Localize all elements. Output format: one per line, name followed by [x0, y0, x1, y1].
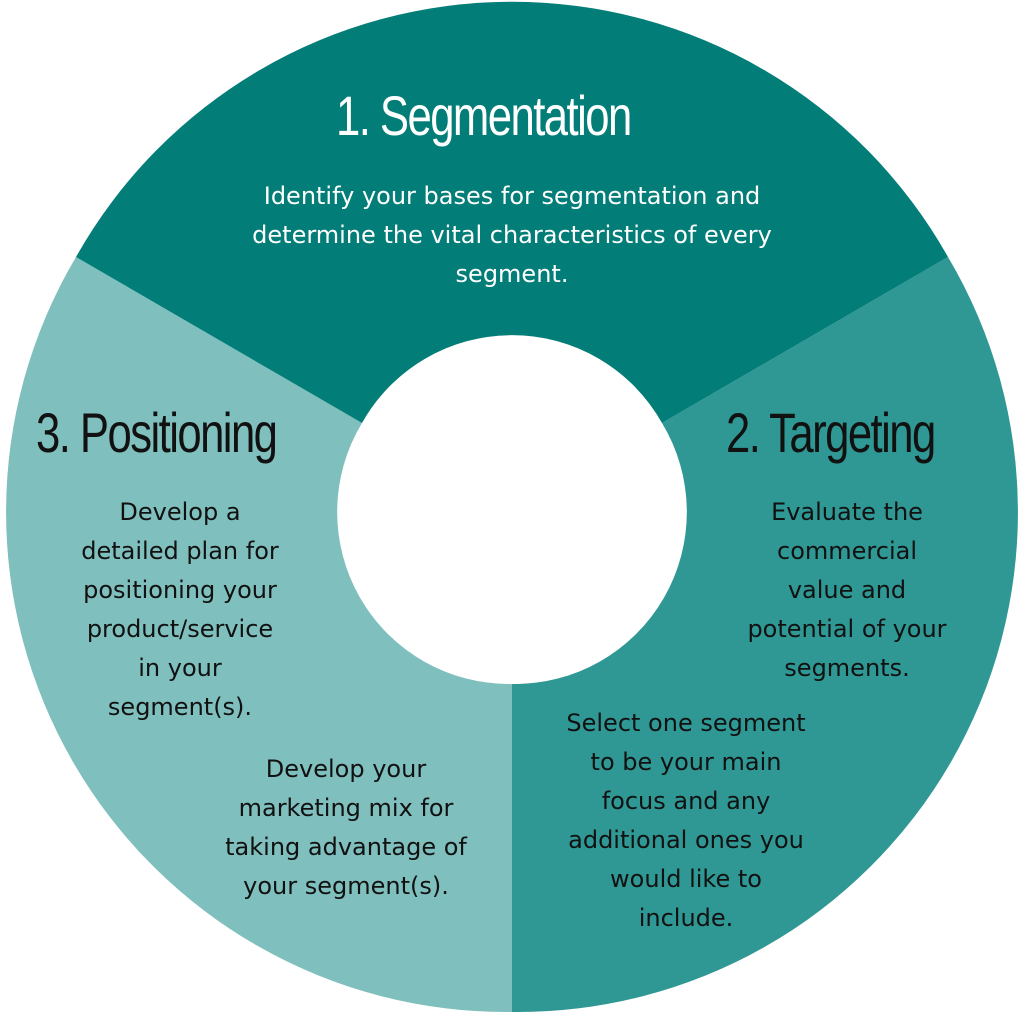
text-line: your segment(s). [243, 872, 449, 900]
text-line: product/service [86, 615, 274, 643]
text-line: Identify your bases for segmentation and [263, 182, 761, 210]
text-line: focus and any [601, 787, 771, 815]
positioning-title: 3. Positioning [36, 401, 278, 464]
text-line: potential of your [747, 615, 947, 643]
text-line: segment(s). [107, 693, 253, 721]
text-line: Develop your [265, 755, 427, 783]
text-line: Develop a [119, 498, 241, 526]
positioning-description-mix: Develop your marketing mix for taking adva… [225, 750, 467, 906]
targeting-segment [512, 257, 1018, 1013]
text-line: value and [787, 576, 907, 604]
text-line: Evaluate the [771, 498, 923, 526]
text-line: marketing mix for [238, 794, 454, 822]
text-line: to be your main [590, 748, 782, 776]
targeting-description-evaluate: Evaluate the commercial value and potential… [747, 493, 946, 688]
text-line: in your [138, 654, 222, 682]
text-line: additional ones you [568, 826, 804, 854]
positioning-description-plan: Develop a detailed plan for positioning yo… [81, 493, 279, 727]
text-line: determine the vital characteristics of e… [252, 221, 772, 249]
text-line: positioning your [83, 576, 277, 604]
targeting-title: 2. Targeting [726, 401, 936, 464]
text-line: include. [638, 904, 734, 932]
text-line: segments. [784, 654, 910, 682]
segmentation-description: Identify your bases for segmentation and… [252, 177, 772, 294]
center-hole [340, 340, 684, 684]
text-line: segment. [455, 260, 569, 288]
text-line: taking advantage of [225, 833, 467, 861]
text-line: Select one segment [566, 709, 806, 737]
targeting-description-select: Select one segment to be your main focus a… [566, 704, 805, 938]
text-line: detailed plan for [81, 537, 279, 565]
segmentation-title: 1. Segmentation [336, 84, 632, 147]
positioning-segment [6, 257, 513, 1013]
text-line: commercial [777, 537, 917, 565]
segmentation-segment [76, 1, 948, 423]
text-line: would like to [610, 865, 762, 893]
